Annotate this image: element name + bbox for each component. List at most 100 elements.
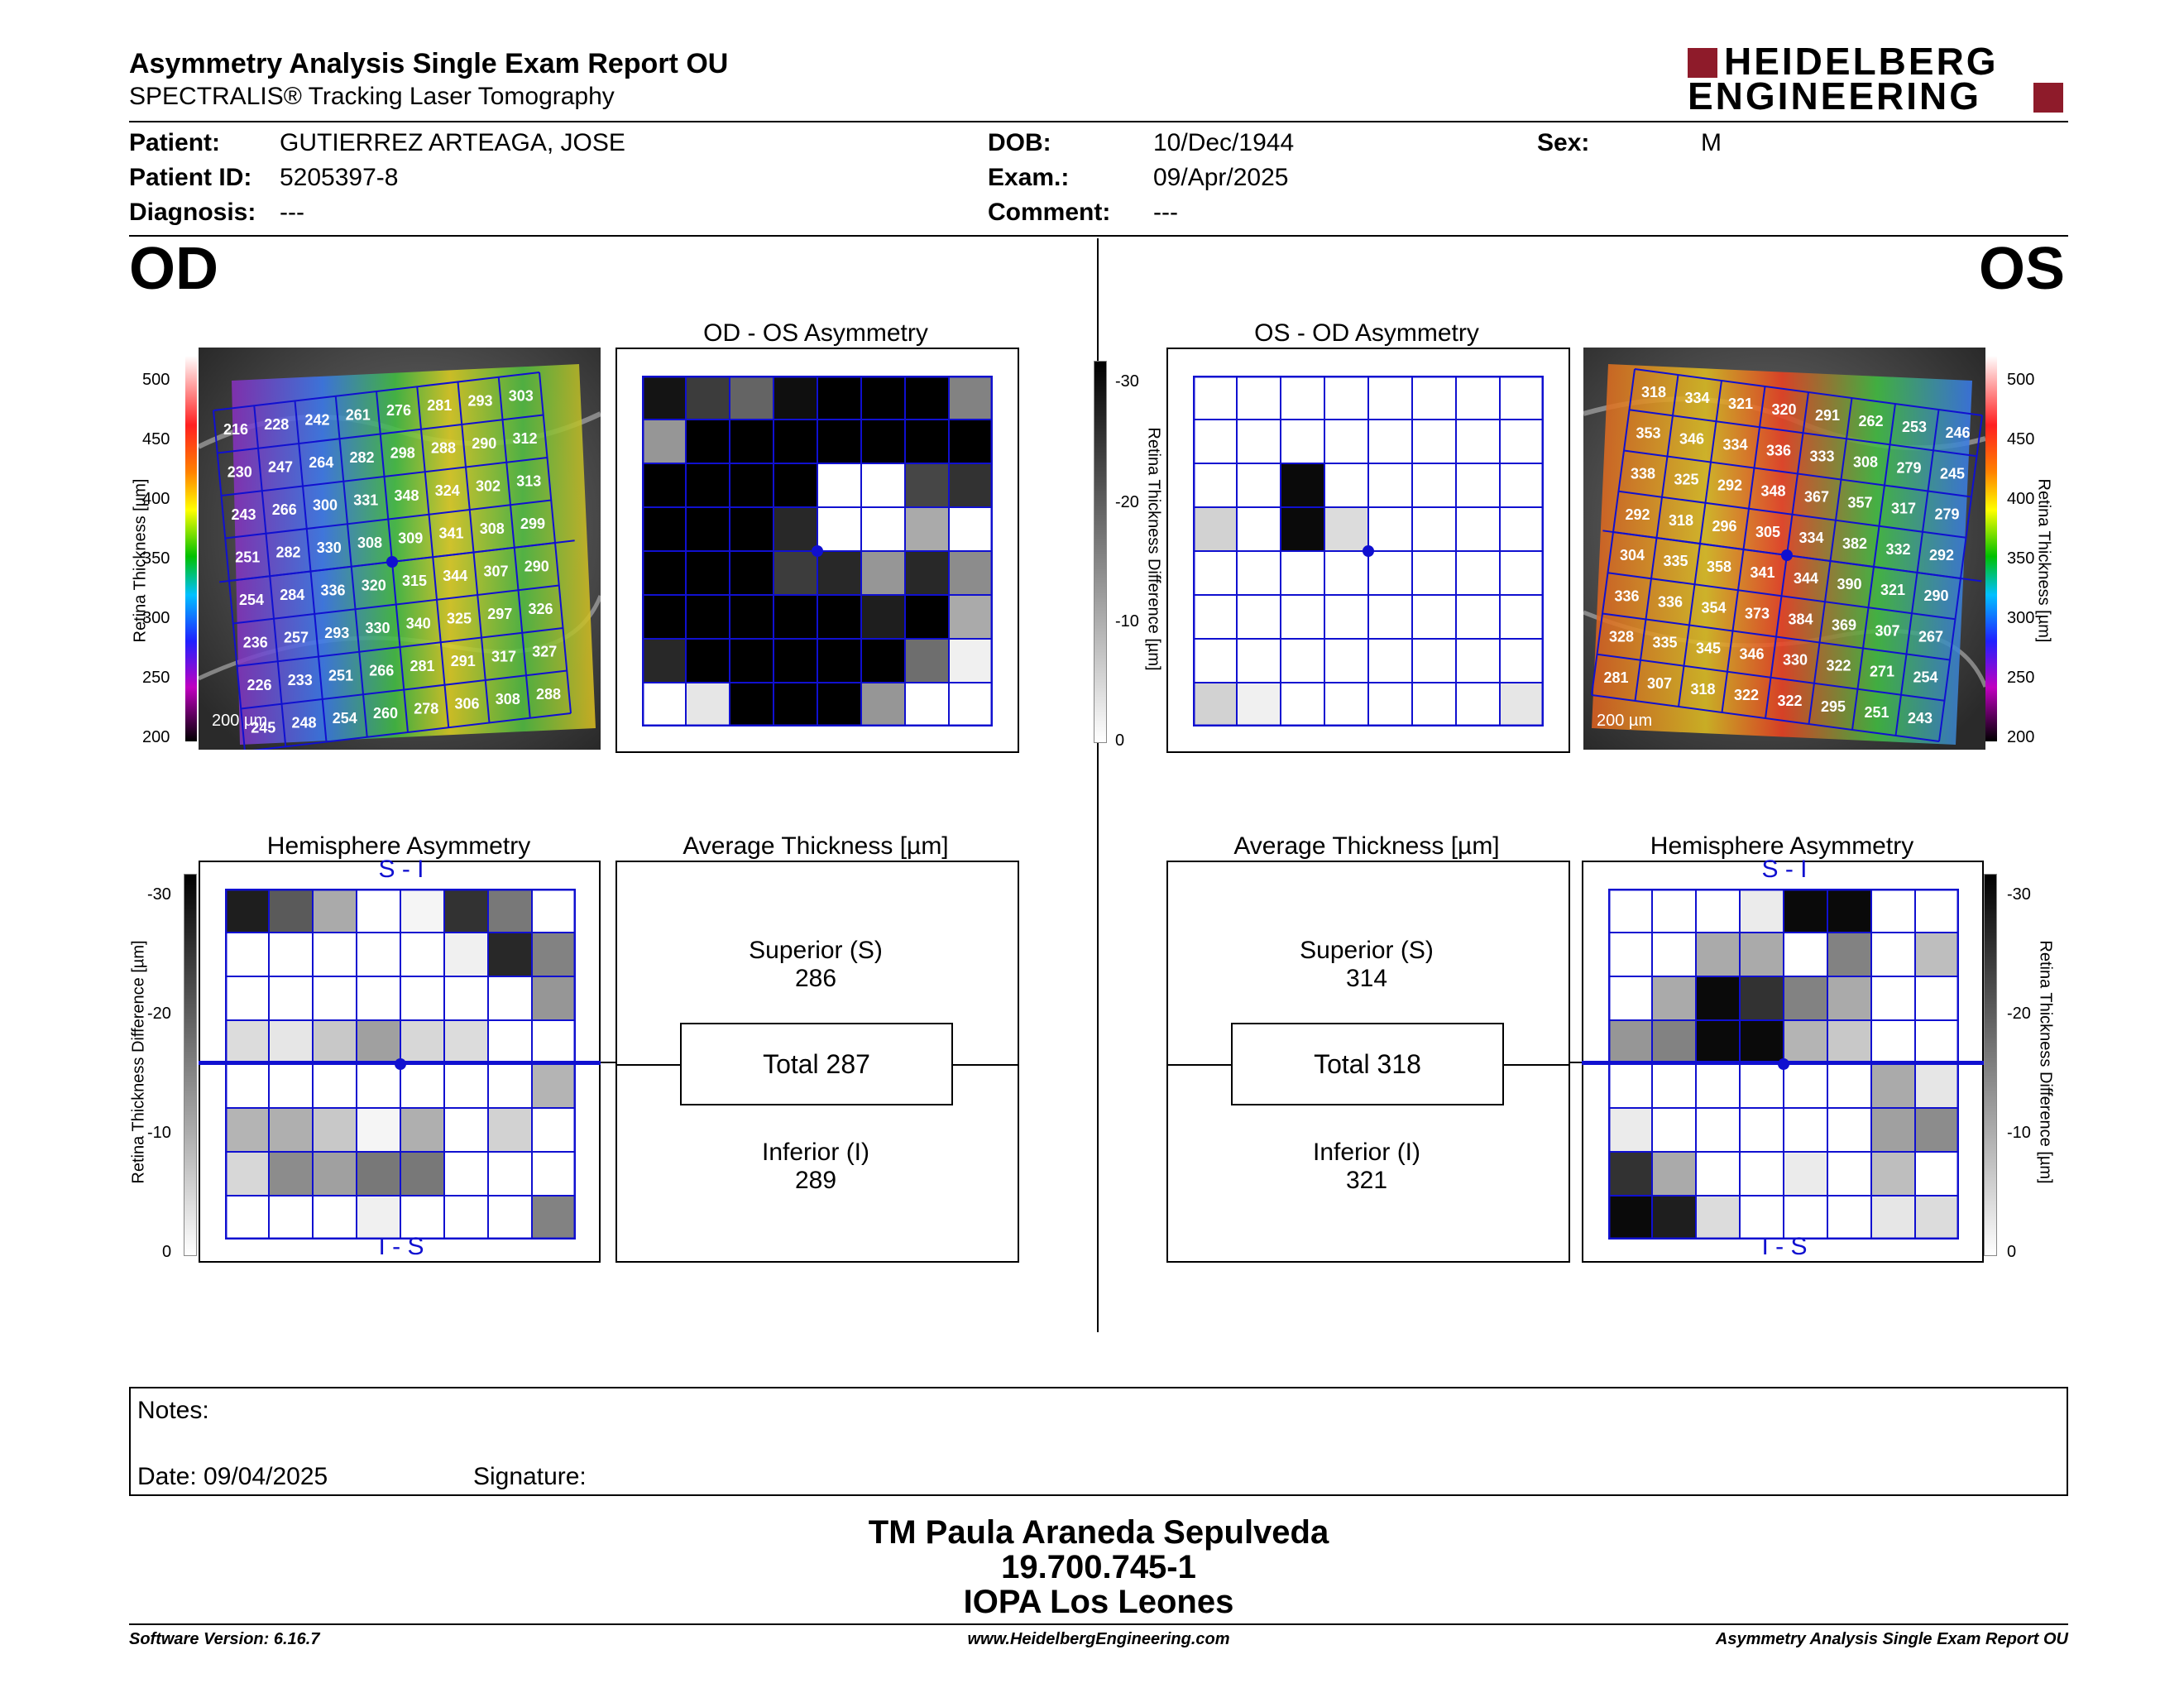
os-asym-cell xyxy=(1411,506,1457,552)
os-thickness-value: 373 xyxy=(1745,605,1770,621)
os-hemi-cell xyxy=(1870,932,1916,977)
os-thickness-value: 358 xyxy=(1707,559,1731,575)
od-hemi-cell xyxy=(312,1107,357,1153)
od-asym-cell xyxy=(773,682,818,727)
od-asym-cell xyxy=(904,594,950,640)
od-thickness-value: 336 xyxy=(320,582,345,598)
os-hemi-cell xyxy=(1827,976,1872,1021)
os-avg-title: Average Thickness [µm] xyxy=(1233,832,1500,860)
os-hemi-cell xyxy=(1783,1019,1828,1065)
od-thickness-value: 330 xyxy=(365,620,390,636)
os-asym-cell xyxy=(1193,506,1238,552)
os-thickness-value: 367 xyxy=(1804,489,1829,506)
os-asymmetry-grid xyxy=(1193,376,1544,727)
os-thickness-value: 336 xyxy=(1766,442,1791,458)
os-asym-cell xyxy=(1411,682,1457,727)
notes-label: Notes: xyxy=(137,1397,209,1424)
od-hemi-cell xyxy=(487,1063,533,1109)
os-asym-cell xyxy=(1236,463,1281,508)
os-asym-cell xyxy=(1193,550,1238,596)
od-asym-cell xyxy=(685,506,730,552)
od-thickness-value: 290 xyxy=(472,435,496,452)
os-total: Total 318 xyxy=(1314,1049,1421,1079)
os-asym-cell xyxy=(1324,506,1369,552)
os-asym-cell xyxy=(1236,550,1281,596)
os-hemi-cell xyxy=(1651,1107,1697,1153)
od-thickness-value: 248 xyxy=(291,715,316,731)
os-thickness-value: 325 xyxy=(1674,472,1698,488)
os-thickness-value: 334 xyxy=(1798,530,1823,546)
website-link[interactable]: www.HeidelbergEngineering.com xyxy=(967,1630,1230,1648)
od-hemi-cell xyxy=(268,976,314,1021)
od-hemi-cell xyxy=(487,976,533,1021)
od-asymmetry-panel xyxy=(615,348,1019,753)
od-asym-cell xyxy=(904,463,950,508)
os-thickness-value: 338 xyxy=(1631,466,1655,482)
od-hemi-bottom-label: I - S xyxy=(378,1233,424,1260)
os-asym-cell xyxy=(1455,463,1501,508)
od-hemi-cell xyxy=(225,1107,270,1153)
os-asym-cell xyxy=(1455,594,1501,640)
os-asym-cell xyxy=(1455,376,1501,420)
os-thickness-value: 382 xyxy=(1842,535,1867,552)
od-thickness-value: 308 xyxy=(496,691,520,707)
od-asym-cell xyxy=(729,506,774,552)
od-asym-cell xyxy=(729,463,774,508)
od-asym-fovea-dot xyxy=(812,545,823,557)
os-hemi-cell xyxy=(1827,889,1872,933)
od-asym-cell xyxy=(642,376,687,420)
os-thickness-value: 292 xyxy=(1929,547,1954,563)
os-scale-bar: 200 µm xyxy=(1597,712,1653,730)
od-asym-cell xyxy=(642,594,687,640)
os-asymmetry-panel xyxy=(1166,348,1570,753)
od-thickness-value: 344 xyxy=(443,568,467,584)
od-hemi-cell xyxy=(312,932,357,977)
os-thickness-value: 295 xyxy=(1821,698,1846,715)
os-asym-cell xyxy=(1324,376,1369,420)
od-thickness-value: 291 xyxy=(451,653,476,669)
od-asym-cell xyxy=(904,638,950,683)
diagnosis: --- xyxy=(280,199,304,226)
os-thickness-value: 246 xyxy=(1945,424,1970,441)
os-thickness-value: 354 xyxy=(1701,599,1726,616)
os-asym-cell xyxy=(1499,506,1544,552)
od-asym-cell xyxy=(817,376,862,420)
od-asym-cell xyxy=(860,419,906,464)
od-asym-cell xyxy=(860,463,906,508)
os-thickness-value: 348 xyxy=(1760,483,1785,500)
os-thickness-map: 318 334 321 320 291 262 253 246 353 346 334 336 333 3… xyxy=(1583,348,1988,750)
os-thickness-value: 262 xyxy=(1858,413,1883,429)
os-asym-cell xyxy=(1367,376,1413,420)
od-hemi-cell xyxy=(312,1151,357,1196)
od-thickness-value: 340 xyxy=(406,615,431,631)
software-version: Software Version: 6.16.7 xyxy=(129,1630,320,1648)
od-thickness-value: 261 xyxy=(346,407,371,424)
os-thickness-value: 333 xyxy=(1809,448,1834,464)
od-hemi-cell xyxy=(443,1107,489,1153)
os-hemi-cell xyxy=(1914,976,1959,1021)
diagnosis-label: Diagnosis: xyxy=(129,199,256,226)
od-scale-bar: 200 µm xyxy=(212,712,268,730)
os-asym-cell xyxy=(1236,682,1281,727)
os-asym-cell xyxy=(1411,376,1457,420)
od-thickness-value: 254 xyxy=(333,710,357,727)
od-hemi-cell xyxy=(356,1151,401,1196)
od-asym-cell xyxy=(729,638,774,683)
os-asym-cell xyxy=(1411,638,1457,683)
od-thickness-value: 307 xyxy=(483,563,508,579)
od-thickness-value: 308 xyxy=(480,520,505,537)
od-hemi-cell xyxy=(400,889,445,933)
os-total-box: Total 318 xyxy=(1231,1023,1504,1105)
od-thickness-value: 293 xyxy=(324,625,349,641)
os-thickness-value: 335 xyxy=(1652,635,1677,651)
od-thickness-value: 297 xyxy=(487,606,512,622)
patient-name: GUTIERREZ ARTEAGA, JOSE xyxy=(280,129,625,156)
os-thickness-value: 304 xyxy=(1620,547,1645,563)
operator-site: IOPA Los Leones xyxy=(963,1584,1234,1620)
od-thickness-value: 216 xyxy=(223,421,248,438)
od-asym-cell xyxy=(904,419,950,464)
od-inferior-value: 289 xyxy=(794,1167,837,1194)
os-hemi-cell xyxy=(1827,1195,1872,1240)
os-hemi-cell xyxy=(1739,1151,1784,1196)
os-thickness-value: 328 xyxy=(1609,629,1634,645)
